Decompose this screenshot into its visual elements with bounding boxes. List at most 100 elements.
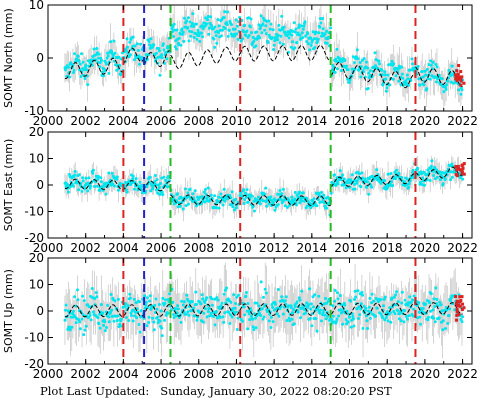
data-point — [331, 304, 335, 308]
data-point — [178, 204, 182, 208]
x-tick-label: 2008 — [183, 367, 214, 381]
data-point — [131, 174, 135, 178]
recent-point — [454, 77, 458, 81]
data-point — [355, 307, 359, 311]
data-point — [449, 299, 453, 303]
data-point — [213, 194, 217, 198]
data-point — [317, 31, 321, 35]
data-point — [138, 300, 141, 304]
data-point — [221, 315, 225, 319]
data-point — [452, 81, 455, 85]
data-point — [175, 28, 179, 32]
data-point — [86, 83, 90, 87]
data-point — [186, 191, 190, 195]
data-point — [234, 197, 238, 201]
data-point — [300, 31, 304, 35]
data-point — [190, 30, 194, 34]
data-point — [379, 298, 383, 302]
data-point — [207, 26, 211, 30]
data-point — [249, 309, 253, 313]
data-point — [232, 293, 236, 297]
data-point — [84, 176, 88, 180]
data-point — [374, 314, 377, 318]
data-point — [257, 304, 261, 308]
data-point — [383, 295, 387, 299]
data-point — [165, 57, 169, 61]
data-point — [205, 315, 209, 319]
data-point — [283, 204, 287, 208]
data-point — [457, 88, 461, 92]
data-point — [137, 323, 141, 326]
data-point — [280, 192, 284, 196]
data-point — [372, 299, 376, 303]
x-tick-label: 2006 — [146, 114, 177, 128]
data-point — [212, 37, 216, 41]
data-point — [179, 320, 183, 324]
data-point — [188, 29, 191, 33]
data-point — [345, 64, 348, 68]
data-point — [164, 313, 168, 317]
data-point — [341, 173, 345, 177]
data-point — [335, 67, 339, 71]
data-point — [102, 323, 106, 327]
y-axis-title: SOMT North (mm) — [2, 8, 15, 108]
observation-points — [63, 159, 465, 217]
data-point — [400, 301, 404, 305]
data-point — [189, 34, 193, 38]
data-point — [138, 180, 142, 184]
data-point — [343, 59, 347, 63]
data-point — [139, 309, 143, 313]
data-point — [351, 317, 355, 321]
data-point — [207, 307, 211, 311]
data-point — [311, 30, 315, 34]
data-point — [333, 70, 337, 74]
data-point — [123, 185, 127, 189]
data-point — [97, 52, 101, 56]
data-point — [68, 75, 71, 79]
data-point — [229, 313, 232, 317]
data-point — [225, 23, 229, 27]
data-point — [158, 73, 162, 77]
data-point — [125, 190, 129, 194]
data-point — [293, 197, 297, 201]
data-point — [461, 177, 465, 181]
data-point — [208, 314, 212, 318]
data-point — [304, 311, 308, 315]
data-point — [422, 83, 426, 87]
data-point — [285, 205, 289, 209]
data-point — [254, 44, 258, 48]
x-tick-label: 2006 — [146, 241, 177, 255]
y-tick-label: -10 — [24, 331, 44, 345]
data-point — [347, 80, 351, 84]
data-point — [434, 302, 438, 305]
data-point — [163, 61, 166, 65]
data-point — [127, 319, 131, 322]
data-point — [417, 301, 421, 305]
data-point — [358, 61, 362, 64]
data-point — [316, 37, 320, 41]
data-point — [405, 73, 409, 77]
data-point — [306, 32, 310, 35]
data-point — [298, 201, 302, 205]
data-point — [197, 34, 201, 38]
data-point — [291, 311, 294, 315]
data-point — [198, 39, 202, 43]
data-point — [325, 41, 329, 45]
data-point — [186, 299, 190, 303]
data-point — [240, 37, 244, 41]
data-point — [423, 183, 426, 187]
data-point — [335, 291, 339, 295]
data-point — [448, 307, 451, 311]
data-point — [116, 297, 120, 301]
data-point — [163, 302, 167, 305]
data-point — [432, 174, 436, 177]
data-point — [429, 309, 433, 313]
data-point — [327, 297, 331, 301]
data-point — [191, 192, 195, 196]
data-point — [433, 305, 437, 308]
data-point — [221, 28, 224, 32]
data-point — [218, 315, 222, 319]
data-point — [190, 300, 194, 304]
data-point — [383, 318, 387, 322]
data-point — [424, 73, 428, 77]
